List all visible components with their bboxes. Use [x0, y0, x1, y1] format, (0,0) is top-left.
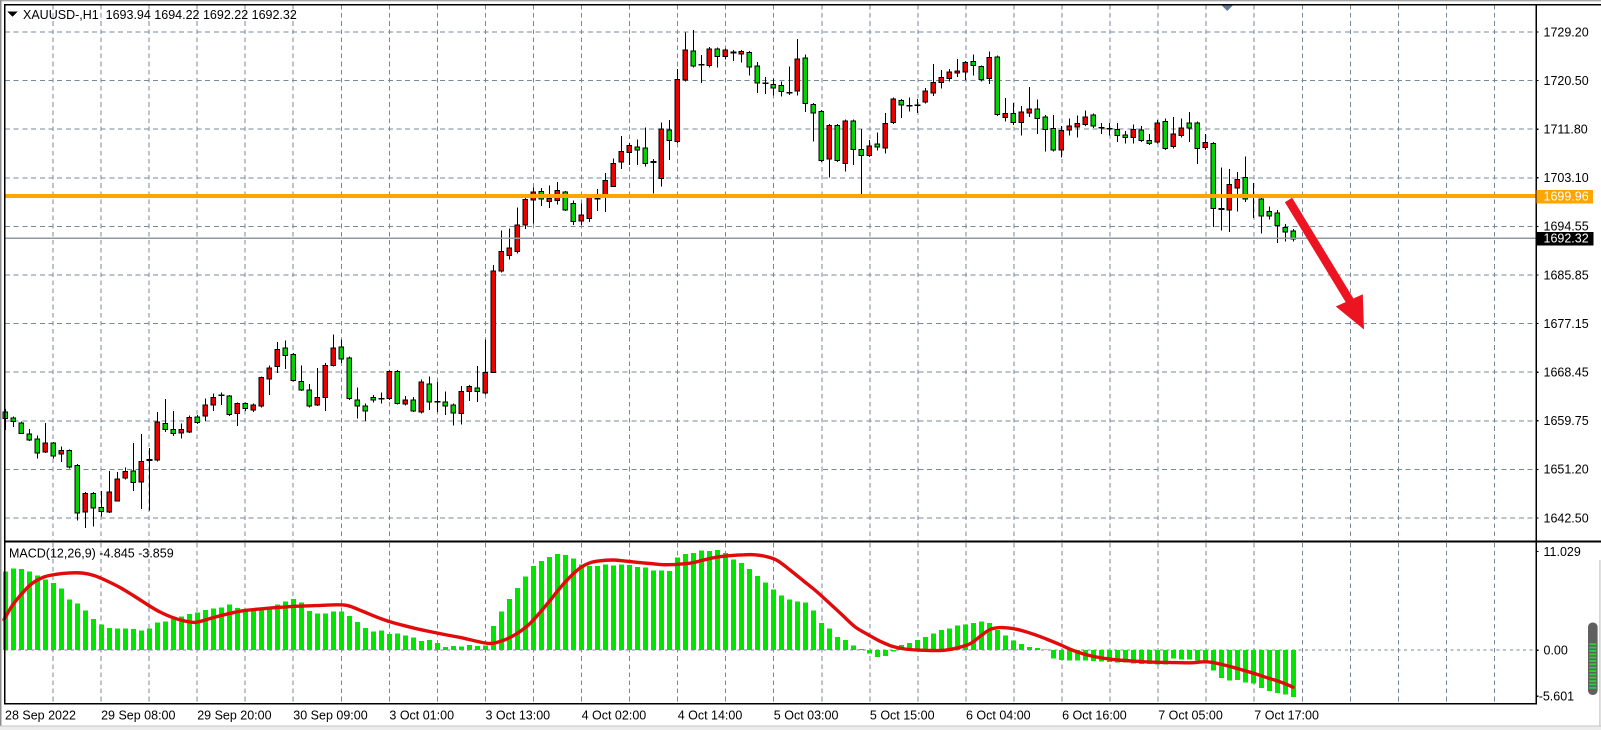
svg-text:1699.96: 1699.96 [1544, 190, 1589, 204]
svg-text:1694.55: 1694.55 [1544, 220, 1589, 234]
svg-text:3 Oct 13:00: 3 Oct 13:00 [486, 709, 551, 723]
svg-text:4 Oct 02:00: 4 Oct 02:00 [582, 709, 647, 723]
svg-text:1711.80: 1711.80 [1544, 123, 1588, 137]
svg-text:1720.50: 1720.50 [1544, 74, 1589, 88]
svg-text:7 Oct 17:00: 7 Oct 17:00 [1254, 709, 1319, 723]
svg-text:1692.32: 1692.32 [1544, 232, 1589, 246]
svg-text:1659.75: 1659.75 [1544, 414, 1589, 428]
svg-text:XAUUSD-,H1 1693.94 1694.22 16: XAUUSD-,H1 1693.94 1694.22 1692.22 1692.… [23, 8, 297, 22]
svg-text:5 Oct 03:00: 5 Oct 03:00 [774, 709, 839, 723]
svg-text:6 Oct 16:00: 6 Oct 16:00 [1062, 709, 1127, 723]
svg-text:-5.601: -5.601 [1539, 690, 1574, 704]
svg-text:7 Oct 05:00: 7 Oct 05:00 [1158, 709, 1223, 723]
svg-text:1668.45: 1668.45 [1544, 366, 1589, 380]
svg-text:30 Sep 09:00: 30 Sep 09:00 [293, 709, 367, 723]
svg-text:1703.10: 1703.10 [1544, 171, 1589, 185]
svg-text:1729.20: 1729.20 [1544, 25, 1589, 39]
svg-text:MACD(12,26,9) -4.845 -3.859: MACD(12,26,9) -4.845 -3.859 [9, 547, 174, 561]
svg-text:1651.20: 1651.20 [1544, 463, 1589, 477]
svg-text:0.00: 0.00 [1544, 644, 1568, 658]
svg-text:3 Oct 01:00: 3 Oct 01:00 [389, 709, 454, 723]
svg-text:1642.50: 1642.50 [1544, 511, 1589, 525]
svg-text:29 Sep 08:00: 29 Sep 08:00 [101, 709, 175, 723]
svg-text:1677.15: 1677.15 [1544, 317, 1589, 331]
svg-text:29 Sep 20:00: 29 Sep 20:00 [197, 709, 271, 723]
svg-text:28 Sep 2022: 28 Sep 2022 [5, 709, 76, 723]
svg-text:4 Oct 14:00: 4 Oct 14:00 [678, 709, 743, 723]
svg-text:11.029: 11.029 [1544, 545, 1581, 559]
svg-text:1685.85: 1685.85 [1544, 268, 1589, 282]
svg-text:6 Oct 04:00: 6 Oct 04:00 [966, 709, 1031, 723]
svg-text:5 Oct 15:00: 5 Oct 15:00 [870, 709, 935, 723]
